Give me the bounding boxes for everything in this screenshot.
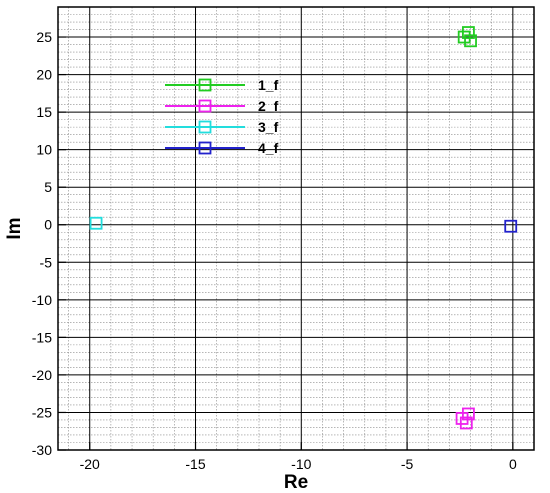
legend-item: 2_f xyxy=(165,98,279,114)
y-tick-label: -25 xyxy=(32,404,52,420)
y-tick-label: -5 xyxy=(40,254,53,270)
x-axis-title: Re xyxy=(284,472,308,493)
x-tick-label: -5 xyxy=(401,456,414,472)
legend: 1_f 2_f 3_f 4_f xyxy=(165,77,279,156)
y-tick-label: 15 xyxy=(36,104,52,120)
legend-label: 2_f xyxy=(258,98,279,114)
y-tick-label: -10 xyxy=(32,292,52,308)
y-tick-label: 25 xyxy=(36,29,52,45)
y-tick-label: 5 xyxy=(44,179,52,195)
y-tick-label: 10 xyxy=(36,142,52,158)
y-axis-title: Im xyxy=(4,217,25,239)
data-point xyxy=(462,26,475,39)
legend-marker xyxy=(198,120,212,134)
x-tick-label: -20 xyxy=(80,456,100,472)
data-point xyxy=(89,216,103,230)
y-tick-label: -15 xyxy=(32,329,52,345)
x-tick-label: -10 xyxy=(291,456,311,472)
data-point xyxy=(464,34,477,48)
legend-marker xyxy=(198,141,212,155)
legend-label: 3_f xyxy=(258,119,279,135)
legend-item: 1_f xyxy=(165,77,279,93)
minor-grid xyxy=(58,6,535,450)
major-grid xyxy=(58,7,534,451)
series-3_f xyxy=(89,216,103,230)
series-1_f xyxy=(457,26,477,48)
legend-item: 3_f xyxy=(165,119,279,135)
data-points xyxy=(89,26,518,430)
axis-ticks xyxy=(58,36,514,451)
y-tick-label: -30 xyxy=(32,442,52,458)
series-2_f xyxy=(455,407,475,430)
plot-frame xyxy=(57,6,535,451)
y-tick-label: 20 xyxy=(36,67,52,83)
legend-marker xyxy=(198,99,212,113)
x-tick-labels: -20 -15 -10 -5 0 xyxy=(80,456,517,472)
x-tick-label: 0 xyxy=(509,456,517,472)
y-tick-labels: -30 -25 -20 -15 -10 -5 0 5 10 15 20 25 xyxy=(32,29,52,458)
legend-item: 4_f xyxy=(165,140,279,156)
legend-marker xyxy=(198,78,212,92)
x-tick-label: -15 xyxy=(185,456,205,472)
data-point xyxy=(455,412,469,425)
y-tick-label: -20 xyxy=(32,367,52,383)
series-4_f xyxy=(504,219,518,233)
data-point xyxy=(459,416,473,430)
y-tick-label: 0 xyxy=(44,217,52,233)
data-point xyxy=(504,219,518,233)
legend-label: 4_f xyxy=(258,140,279,156)
legend-label: 1_f xyxy=(258,77,279,93)
